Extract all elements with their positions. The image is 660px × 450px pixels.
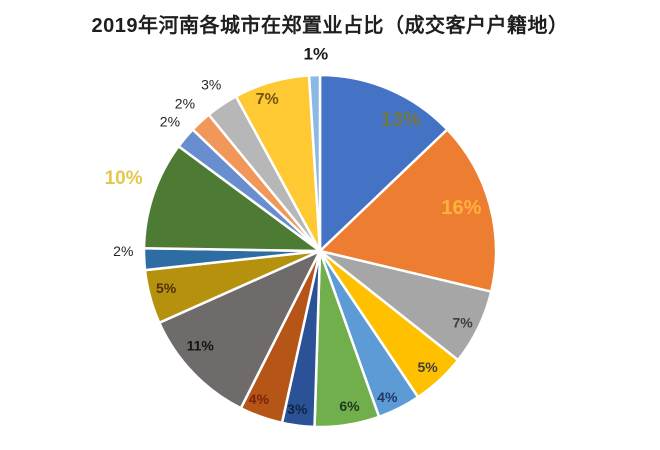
pie-slice-label-3: 5% <box>417 359 438 375</box>
pie-slice-label-9: 5% <box>156 280 177 296</box>
pie-slice-0 <box>318 73 449 253</box>
pie-slice-label-2: 7% <box>452 315 473 331</box>
pie-slice-label-7: 4% <box>249 391 270 407</box>
pie-slice-label-14: 3% <box>201 77 221 93</box>
pie-slice-label-6: 3% <box>287 401 308 417</box>
pie-slice-label-11: 10% <box>105 168 143 189</box>
pie-slice-label-8: 11% <box>187 337 215 353</box>
pie-slice-label-16: 1% <box>304 45 329 64</box>
pie-slice-11 <box>142 144 322 253</box>
pie-slice-1 <box>318 128 498 293</box>
pie-slice-label-15: 7% <box>256 91 279 108</box>
pie-slice-label-0: 13% <box>381 109 421 131</box>
pie-slice-label-12: 2% <box>160 114 180 130</box>
pie-slice-label-13: 2% <box>175 96 195 112</box>
pie-slice-label-4: 4% <box>377 389 398 405</box>
pie-slice-8 <box>158 249 322 410</box>
pie-slice-label-1: 16% <box>441 197 481 219</box>
pie-slice-16 <box>307 73 322 253</box>
pie-slice-label-10: 2% <box>113 243 133 259</box>
chart-title: 2019年河南各城市在郑置业占比（成交客户户籍地） <box>91 15 569 37</box>
pie-slice-label-5: 6% <box>339 398 360 414</box>
